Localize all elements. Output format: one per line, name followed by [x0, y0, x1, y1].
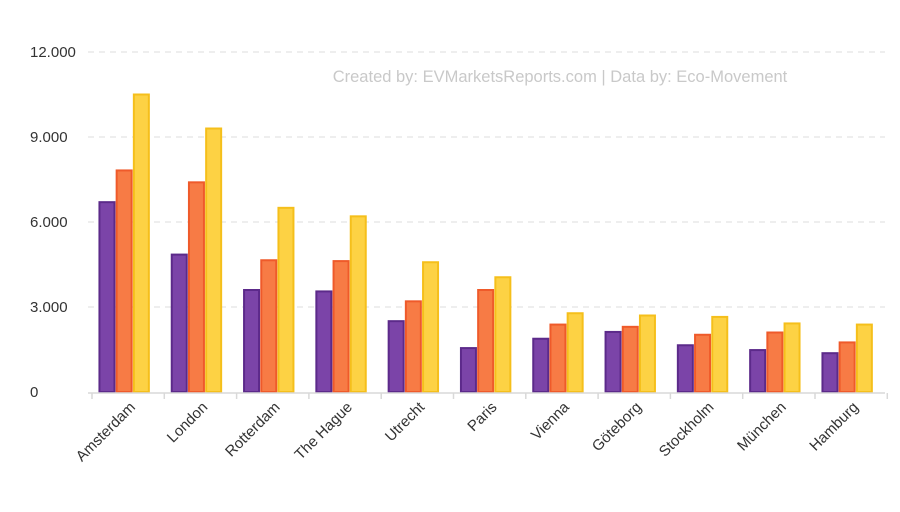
x-tick-label: The Hague	[291, 399, 356, 464]
bar-amsterdam-series-1	[98, 201, 116, 393]
credit-watermark: Created by: EVMarketsReports.com | Data …	[333, 68, 788, 86]
bar-london-series-2	[187, 181, 205, 393]
bar-utrecht-series-3	[422, 261, 440, 393]
bar-stockholm-series-2	[694, 333, 712, 393]
bar-g-teborg-series-1	[604, 330, 622, 393]
bar-rotterdam-series-1	[243, 289, 261, 393]
bar-vienna-series-2	[549, 323, 567, 394]
bar-the-hague-series-1	[315, 290, 333, 393]
y-tick-label: 6.000	[30, 214, 68, 231]
bar-vienna-series-3	[566, 312, 584, 394]
bar-paris-series-3	[494, 276, 512, 393]
bar-paris-series-1	[459, 347, 477, 394]
x-tick-label: Hamburg	[806, 399, 862, 455]
bar-utrecht-series-1	[387, 320, 405, 393]
bar-hamburg-series-2	[838, 341, 856, 393]
bar-amsterdam-series-2	[115, 169, 133, 393]
bar-m-nchen-series-2	[766, 331, 784, 393]
x-tick-label: München	[734, 399, 790, 455]
x-tick-label: Utrecht	[382, 398, 429, 445]
y-tick-label: 0	[30, 384, 38, 401]
x-tick-label: Stockholm	[656, 399, 718, 461]
bar-rotterdam-series-3	[277, 206, 295, 393]
bar-m-nchen-series-1	[749, 349, 767, 394]
bar-amsterdam-series-3	[132, 93, 150, 393]
bar-hamburg-series-3	[855, 323, 873, 394]
bar-london-series-1	[170, 253, 188, 393]
x-tick-label: Paris	[464, 399, 500, 435]
x-tick-label: Vienna	[528, 398, 573, 443]
x-tick-label: London	[164, 399, 211, 446]
y-axis-ticks: 0 3.000 6.000 9.000 12.000	[30, 44, 76, 401]
bar-g-teborg-series-3	[638, 314, 656, 393]
bar-utrecht-series-2	[404, 300, 422, 394]
bars	[98, 93, 873, 394]
bar-the-hague-series-3	[349, 215, 367, 393]
bar-g-teborg-series-2	[621, 325, 639, 394]
bar-hamburg-series-1	[821, 352, 839, 393]
bar-m-nchen-series-3	[783, 322, 801, 393]
y-tick-label: 3.000	[30, 299, 68, 316]
x-axis	[88, 392, 889, 399]
y-tick-label: 12.000	[30, 44, 76, 61]
x-axis-ticks: Amsterdam London Rotterdam The Hague Utrecht…	[73, 398, 862, 465]
x-tick-label: Göteborg	[589, 399, 645, 455]
bar-the-hague-series-2	[332, 260, 350, 393]
x-tick-label: Rotterdam	[222, 399, 284, 461]
bar-vienna-series-1	[532, 337, 550, 394]
bar-paris-series-2	[477, 289, 495, 393]
bar-stockholm-series-1	[676, 344, 694, 393]
y-tick-label: 9.000	[30, 129, 68, 146]
bar-stockholm-series-3	[711, 315, 729, 393]
x-tick-label: Amsterdam	[73, 399, 139, 465]
bar-rotterdam-series-2	[260, 259, 278, 393]
bar-london-series-3	[205, 127, 223, 393]
